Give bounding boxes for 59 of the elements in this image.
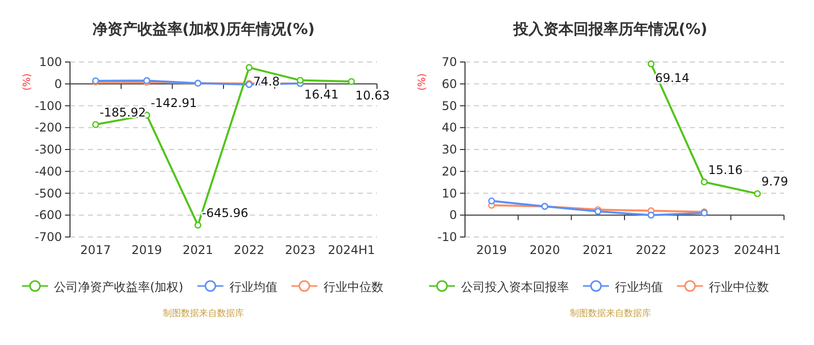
text: 制图数据来自数据库: [570, 308, 651, 319]
x-tick-label: 2019: [131, 243, 162, 257]
text: 制图数据来自数据库: [163, 308, 244, 319]
y-tick-label: -500: [34, 186, 62, 200]
x-tick-label: 2022: [234, 243, 264, 257]
y-tick-label: -400: [34, 164, 62, 178]
data-label: 15.16: [708, 162, 743, 177]
x-tick-label: 2024H1: [328, 243, 376, 257]
x-tick-label: 2021: [182, 243, 214, 257]
data-label: 9.79: [761, 174, 788, 189]
x-tick-label: 2017: [80, 243, 111, 257]
y-tick-label: 100: [39, 55, 62, 69]
point: [246, 64, 253, 71]
y-tick-label: 30: [442, 142, 457, 156]
point: [648, 212, 655, 219]
y-tick-label: -700: [34, 230, 62, 244]
y-tick-label: 0: [449, 208, 457, 222]
data-label: -645.96: [202, 206, 248, 220]
x-tick-label: 2019: [476, 243, 507, 257]
y-tick-label: -600: [34, 208, 62, 222]
x-tick-label: 2020: [529, 243, 560, 257]
y-tick-label: -100: [34, 98, 62, 113]
legend-label: 公司净资产收益率(加权): [54, 280, 184, 294]
point: [92, 121, 100, 128]
point: [296, 76, 304, 84]
legend-label: 行业均值: [615, 280, 663, 294]
y-axis-title: (%): [417, 73, 428, 91]
data-label: -142.91: [150, 96, 198, 110]
chart-title: 投入资本回报率历年情况(%): [512, 20, 708, 38]
point: [194, 222, 202, 229]
point: [700, 178, 708, 186]
y-tick-label: 20: [442, 164, 457, 178]
y-tick-label: -300: [34, 142, 62, 156]
x-tick-label: 2021: [582, 243, 614, 257]
point: [754, 190, 761, 198]
legend-label: 公司投入资本回报率: [461, 280, 569, 294]
point: [488, 197, 496, 204]
y-tick-label: 40: [442, 120, 457, 135]
data-label: -185.92: [100, 106, 146, 120]
y-tick-label: -200: [34, 120, 62, 135]
chart-title: 净资产收益率(加权)历年情况(%): [92, 20, 315, 38]
x-tick-label: 2024H1: [734, 243, 782, 257]
point: [648, 60, 655, 68]
data-label: 16.41: [304, 87, 339, 102]
y-tick-label: -10: [437, 230, 457, 244]
x-tick-label: 2023: [688, 243, 720, 257]
y-tick-label: 10: [442, 186, 457, 200]
x-tick-label: 2023: [284, 243, 316, 257]
legend-label: 行业中位数: [709, 280, 769, 294]
legend-label: 行业中位数: [323, 280, 384, 294]
point: [348, 78, 355, 85]
y-tick-label: 0: [54, 76, 62, 91]
y-tick-label: 70: [442, 55, 457, 69]
legend-label: 行业均值: [229, 280, 278, 294]
data-label: 10.63: [355, 88, 390, 103]
y-tick-label: 50: [442, 98, 457, 113]
x-tick-label: 2022: [636, 243, 666, 257]
y-axis-title: (%): [22, 73, 33, 91]
y-tick-label: 60: [442, 76, 457, 91]
